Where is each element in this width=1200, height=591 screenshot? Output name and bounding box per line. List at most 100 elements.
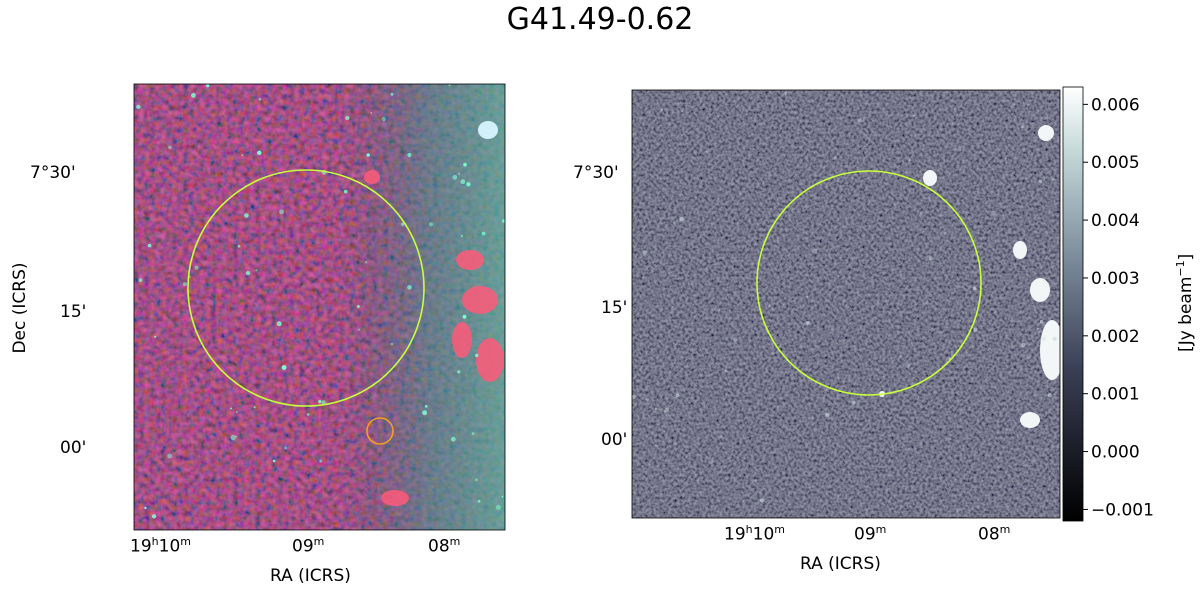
ir-star	[450, 436, 456, 442]
ir-star	[191, 93, 196, 98]
left-ylabel: Dec (ICRS)	[10, 262, 30, 354]
radio-speckle	[1020, 125, 1024, 129]
radio-speckle	[771, 351, 775, 355]
left-xtick-3: 08m	[428, 535, 461, 557]
radio-speckle	[1021, 342, 1026, 348]
ir-star	[475, 353, 479, 358]
ir-star	[460, 234, 464, 238]
radio-speckle	[1052, 336, 1057, 341]
radio-speckle	[1038, 330, 1041, 333]
right-ytick-3: 00'	[601, 430, 628, 450]
radio-speckle	[1004, 156, 1007, 160]
right-image	[632, 90, 1060, 518]
ir-star	[370, 111, 373, 114]
ir-star	[168, 145, 172, 150]
radio-speckle	[882, 375, 885, 378]
radio-speckle	[768, 305, 771, 308]
radio-speckle	[955, 478, 957, 481]
radio-speckle	[693, 316, 695, 318]
left-xtick-2-minutes: 09	[292, 536, 314, 557]
right-snr-circle	[756, 170, 982, 396]
ir-star	[241, 154, 244, 157]
radio-speckle	[1037, 327, 1039, 330]
radio-speckle	[1038, 179, 1043, 184]
ir-star	[501, 495, 504, 498]
radio-speckle	[805, 320, 810, 325]
colorbar-ticks: 0.006 0.005 0.004 0.003 0.002 0.001 0.000 −0.00…	[1083, 95, 1154, 520]
radio-speckle	[632, 394, 636, 399]
radio-speckle	[784, 91, 788, 95]
right-xtick-3-minutes: 08	[978, 524, 1000, 545]
right-xlabel: RA (ICRS)	[800, 554, 881, 574]
radio-speckle	[1032, 459, 1037, 463]
radio-speckle	[642, 250, 647, 255]
radio-speckle	[806, 295, 809, 298]
right-ytick-2: 15'	[601, 298, 628, 318]
ir-star	[144, 506, 147, 510]
ir-star	[428, 222, 434, 227]
right-frame	[631, 89, 1061, 519]
colorbar-label-exp: −1	[1174, 260, 1188, 277]
left-xtick-3-minutes: 08	[428, 536, 450, 557]
radio-bright-features	[879, 125, 1060, 428]
ir-star	[462, 314, 467, 319]
ir-star	[390, 92, 394, 96]
radio-speckle	[681, 110, 684, 113]
ir-star	[401, 222, 405, 226]
right-xtick-3: 08m	[978, 523, 1011, 545]
radio-speckle	[652, 261, 654, 263]
ir-star	[448, 84, 451, 87]
ir-star	[138, 278, 143, 283]
colorbar-tick-label: 0.001	[1091, 385, 1140, 405]
radio-speckle	[972, 286, 977, 291]
ir-star	[424, 405, 428, 408]
radio-speckle	[813, 248, 818, 253]
left-frame	[133, 83, 506, 531]
ir-star	[245, 270, 251, 276]
ir-star	[321, 400, 326, 405]
radio-speckle	[679, 216, 684, 222]
left-ytick-2: 15'	[60, 302, 87, 322]
colorbar	[1062, 86, 1084, 522]
left-xtick-2: 09m	[292, 535, 325, 557]
radio-speckle	[996, 279, 1000, 282]
radio-speckle	[1026, 104, 1030, 107]
ir-star	[502, 219, 505, 223]
radio-speckle	[680, 355, 683, 359]
ir-star	[276, 321, 282, 327]
ir-star	[194, 265, 199, 270]
left-xtick-1-minutes: 10	[158, 536, 181, 557]
left-image	[134, 84, 505, 530]
radio-speckle	[664, 410, 667, 413]
radio-speckle	[994, 310, 998, 314]
ir-star	[458, 172, 461, 175]
ir-star	[230, 407, 233, 410]
radio-speckle	[823, 389, 827, 394]
ir-star	[495, 504, 501, 510]
left-xlabel: RA (ICRS)	[270, 566, 351, 586]
radio-speckle	[772, 238, 774, 240]
ir-star	[244, 213, 249, 218]
radio-speckle	[786, 271, 790, 275]
radio-speckle	[738, 192, 742, 196]
radio-speckle	[863, 145, 866, 148]
radio-speckle	[733, 337, 738, 342]
ir-star	[466, 182, 471, 187]
radio-faint-speckles	[632, 91, 1057, 513]
ir-star	[152, 514, 157, 519]
ir-star	[182, 282, 187, 287]
ir-star	[206, 84, 210, 88]
right-xtick-2-minutes: 09	[854, 524, 876, 545]
radio-speckle	[742, 500, 745, 502]
ir-star	[356, 305, 360, 308]
ir-stars	[136, 84, 505, 519]
radio-speckle	[927, 254, 931, 258]
radio-speckle	[724, 369, 727, 372]
radio-speckle	[759, 498, 764, 503]
left-xtick-1: 19h10m	[130, 535, 191, 557]
radio-speckle	[957, 146, 962, 152]
right-xtick-1-minutes: 10	[752, 524, 775, 545]
radio-speckle	[832, 341, 834, 343]
